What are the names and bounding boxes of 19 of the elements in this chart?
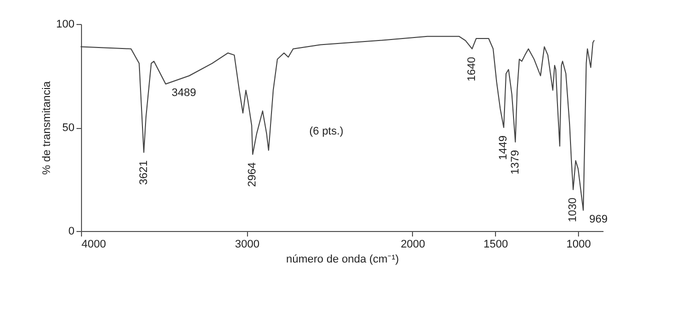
annotation: (6 pts.) [309, 126, 344, 138]
annotation: 1379 [509, 150, 522, 174]
annotation: 1640 [466, 56, 478, 82]
x-tick-label: 1000 [566, 238, 591, 250]
x-tick-label: 3000 [234, 238, 260, 250]
x-axis-title: número de onda (cm⁻¹) [286, 254, 399, 266]
annotation: 3489 [172, 87, 196, 100]
y-tick-label: 100 [56, 18, 74, 30]
annotation: 1030 [567, 198, 580, 222]
annotation: 969 [589, 213, 608, 226]
x-tick-label: 2000 [400, 238, 426, 250]
x-tick-label: 4000 [82, 238, 106, 250]
y-axis-title: % de transmitancia [41, 80, 54, 175]
y-tick-label: 50 [62, 122, 74, 134]
annotation: 2964 [246, 162, 259, 187]
annotation: 3621 [138, 160, 150, 185]
y-tick-label: 0 [68, 226, 74, 238]
x-tick-label: 1500 [484, 238, 508, 250]
annotation: 1449 [498, 136, 510, 160]
